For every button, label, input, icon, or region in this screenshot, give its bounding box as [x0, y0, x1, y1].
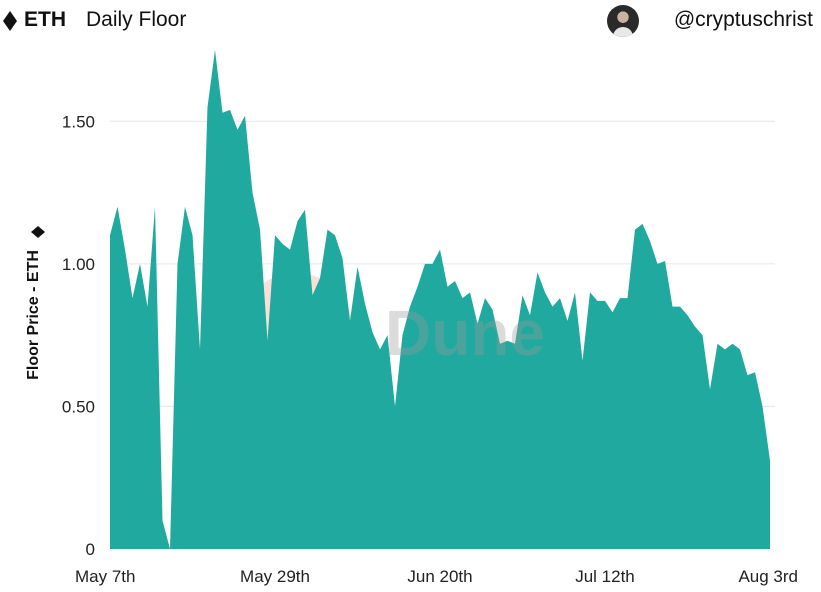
x-axis: May 7th May 29th Jun 20th Jul 12th Aug 3rd — [75, 567, 798, 586]
chart-title: Daily Floor — [86, 8, 187, 31]
brand-label: ETH — [24, 8, 66, 31]
author-avatar — [607, 5, 639, 37]
author-handle[interactable]: @cryptuschrist — [673, 8, 813, 31]
eth-diamond-icon — [31, 226, 45, 238]
y-tick-label: 1.50 — [62, 112, 95, 131]
y-tick-label: 0 — [86, 540, 95, 559]
chart-header: ETH Daily Floor @cryptuschrist — [0, 0, 821, 44]
y-axis: 0 0.50 1.00 1.50 — [62, 112, 95, 559]
x-tick-label: Jun 20th — [407, 567, 472, 586]
y-tick-label: 1.00 — [62, 255, 95, 274]
area-series — [110, 50, 770, 549]
x-tick-label: Aug 3rd — [738, 567, 798, 586]
x-tick-label: May 29th — [240, 567, 310, 586]
y-axis-label: Floor Price - ETH — [25, 250, 42, 380]
eth-diamond-icon — [3, 11, 17, 31]
x-tick-label: May 7th — [75, 567, 135, 586]
x-tick-label: Jul 12th — [575, 567, 635, 586]
watermark-text: Dune — [385, 297, 545, 369]
y-tick-label: 0.50 — [62, 397, 95, 416]
floor-price-area — [110, 50, 770, 549]
